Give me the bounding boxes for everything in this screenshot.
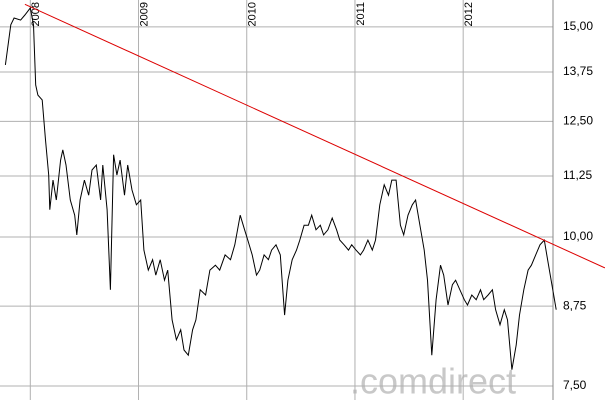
y-tick-label: 8,75 [563, 298, 587, 312]
price-line [4, 6, 557, 370]
y-tick-label: 11,25 [563, 168, 592, 182]
y-tick-label: 13,75 [563, 64, 593, 78]
price-line [24, 3, 605, 269]
y-tick-label: 12,50 [563, 114, 593, 128]
x-tick-label: 2009 [138, 2, 150, 26]
x-tick-label: 2010 [247, 2, 259, 26]
watermark: .comdirect [350, 361, 516, 400]
y-tick-label: 15,00 [563, 19, 593, 33]
x-tick-label: 2011 [355, 2, 367, 26]
y-tick-label: 10,00 [563, 229, 593, 243]
y-tick-label: 7,50 [563, 378, 587, 392]
x-tick-label: 2012 [463, 2, 475, 26]
